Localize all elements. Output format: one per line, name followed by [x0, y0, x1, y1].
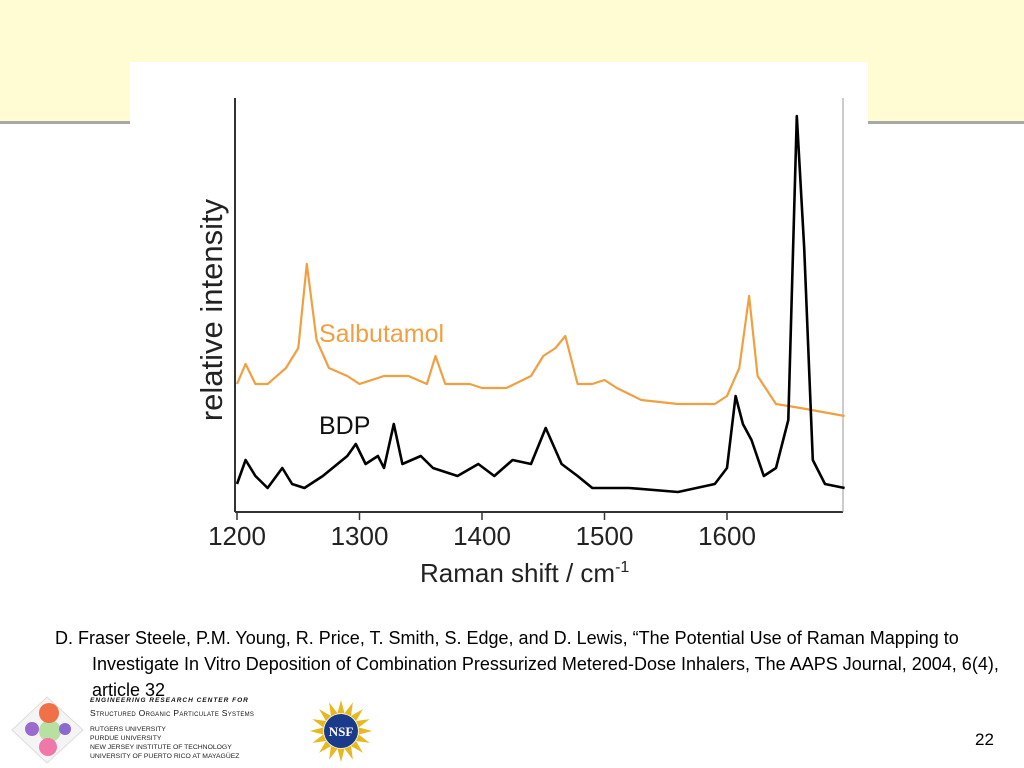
nsf-ray: [355, 719, 370, 728]
nsf-ray: [329, 745, 338, 760]
cops-logo: [11, 696, 84, 764]
nsf-ray: [350, 709, 363, 722]
nsf-logo: NSF: [310, 700, 372, 762]
x-axis-label: Raman shift / cm-1: [420, 558, 629, 588]
x-tick-label: 1600: [698, 521, 756, 551]
x-tick-label: 1400: [453, 521, 511, 551]
university: PURDUE UNIVERSITY: [90, 735, 162, 742]
university-list: RUTGERS UNIVERSITY PURDUE UNIVERSITY NEW…: [90, 725, 239, 761]
university: NEW JERSEY INSTITUTE OF TECHNOLOGY: [90, 744, 232, 751]
x-tick-label: 1300: [331, 521, 389, 551]
nsf-ray: [337, 700, 345, 714]
nsf-ray: [319, 740, 332, 753]
nsf-ray: [350, 740, 363, 753]
legend-salbutamol: Salbutamol: [319, 320, 444, 348]
series-line-bdp: [235, 114, 845, 494]
raman-chart: 1200 1300 1400 1500 1600 relative intensity …: [194, 98, 845, 588]
x-tick-label: 1200: [208, 521, 266, 551]
legend-bdp: BDP: [319, 412, 370, 440]
raman-figure: 1200 1300 1400 1500 1600 relative intensity …: [130, 62, 868, 602]
nsf-ray: [355, 734, 370, 743]
page-number: 22: [975, 730, 994, 749]
nsf-ray: [312, 719, 327, 728]
svg-text:NSF: NSF: [329, 724, 354, 739]
nsf-ray: [312, 734, 327, 743]
nsf-ray: [358, 727, 372, 735]
nsf-ray: [337, 748, 345, 762]
y-axis-label: relative intensity: [194, 198, 229, 421]
citation: D. Fraser Steele, P.M. Young, R. Price, …: [55, 628, 999, 700]
x-tick-label: 1500: [576, 521, 634, 551]
center-name: Structured Organic Particulate Systems: [90, 708, 255, 718]
nsf-ray: [310, 727, 324, 735]
nsf-ray: [329, 702, 338, 717]
nsf-ray: [319, 709, 332, 722]
university: RUTGERS UNIVERSITY: [90, 726, 166, 733]
erc-line: ENGINEERING RESEARCH CENTER FOR: [90, 697, 249, 704]
university: UNIVERSITY OF PUERTO RICO AT MAYAGÜEZ: [90, 753, 240, 760]
nsf-ray: [344, 745, 353, 760]
series-line-salbutamol: [235, 262, 845, 418]
nsf-ray: [344, 702, 353, 717]
